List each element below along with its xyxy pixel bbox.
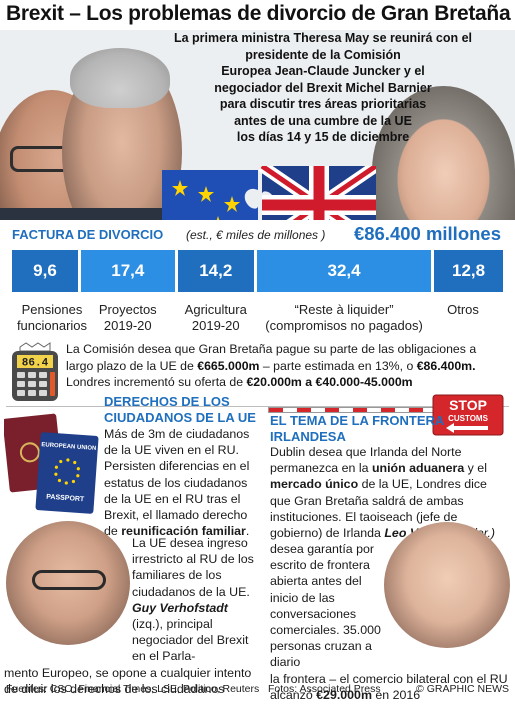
border-text: y el [464,461,487,476]
page-title: Brexit – Los problemas de divorcio de Gr… [6,2,511,25]
footer-photo-credit: Fotos: Associated Press [268,683,381,695]
bar-category-label-line: 2019-20 [191,317,240,333]
bar-category-label: Otros [413,302,513,318]
commission-line: largo plazo de la UE de €665.000m – part… [66,358,511,375]
intro-line: antes de una cumbre de la UE [234,113,412,128]
border-text: Dublin desea que Irlanda del Norte perma… [270,445,462,476]
bar-category-label-line: “Reste à liquider” [294,302,394,317]
section-divider [6,406,509,407]
bar-category-label-line: funcionarios [16,317,88,333]
hero-photo-panel: La primera ministra Theresa May se reuni… [0,30,515,220]
commission-amount: €665.000m [197,358,260,373]
citizens-rights-continuation: La UE desea ingreso irrestricto al RU de… [4,535,262,697]
border-amount: €29.000m [316,687,372,702]
commission-paragraph: La Comisión desea que Gran Bretaña pague… [66,341,511,391]
eu-passport [35,432,99,514]
intro-line: La primera ministra Theresa May se reuni… [173,31,473,62]
customs-label: CUSTOMS [448,414,489,423]
suits [0,208,200,220]
intro-line: Europea Jean-Claude Juncker y el [221,64,425,78]
bar-category-label: Agricultura 2019-20 [166,302,266,333]
barnier-hair [70,48,170,108]
verhofstadt-glasses [32,570,106,590]
border-keyword: unión aduanera [371,461,465,476]
bar-category-label-line: Otros [447,302,479,317]
divorce-bill-total: €86.400 millones [353,223,501,244]
citizens-keyword: reunificación familiar [121,524,246,539]
calculator-icon: 86.4 [12,342,58,401]
bar-category-label-line: Pensiones [21,302,83,317]
citizens-indented-block: La UE desea ingreso irrestricto al RU de… [4,535,262,665]
commission-text: La Comisión desea que Gran Bretaña pague… [66,342,477,356]
citizens-text: . [245,524,250,539]
bar-category-label: Pensiones funcionarios [2,302,102,333]
bar-segment: 9,6 [12,250,78,292]
uk-flag-piece [258,166,376,220]
bar-segment: 17,4 [81,250,175,292]
divorce-bill-heading: FACTURA DE DIVORCIO [12,227,164,242]
passports-illustration: EUROPEAN UNION PASSPORT [4,413,99,514]
bar-segment: 32,4 [256,250,432,292]
bar-category-label: “Reste à liquider” (compromisos no pagado… [264,302,424,333]
divorce-bill-header: FACTURA DE DIVORCIO (est., € miles de mi… [0,222,515,248]
footer: Fuentes: CSO, Financial Times, LSE, Poli… [6,683,509,701]
citizens-text: (izq.), [132,617,163,632]
eu-stars-icon [172,180,240,220]
citizens-text: La UE desea ingreso irrestricto al RU de… [132,536,254,599]
bar-category-label-line: Proyectos [98,302,157,317]
border-keyword: mercado único [270,477,359,492]
divorce-bill-unit-note: (est., € miles de millones ) [186,228,326,242]
arrow-left-icon [446,423,488,433]
intro-line: los días 14 y 15 de diciembre [236,130,410,144]
intro-text: La primera ministra Theresa May se reuni… [158,30,488,146]
commission-line: La Comisión desea que Gran Bretaña pague… [66,341,511,358]
border-text: de la UE, Londres dice que Gran Bretaña … [270,477,487,541]
bar-category-label-line: Agricultura [184,302,247,317]
intro-line: para discutir tres áreas prioritarias [219,97,427,111]
verhofstadt-photo [6,521,130,645]
border-text: la frontera – el comercio bilateral con … [270,671,508,702]
may-hair [372,86,515,220]
commission-text: Londres incrementó su oferta de [66,375,247,389]
bar-category-label-line: 2019-20 [103,317,152,333]
irish-border-continuation: desea garantía por escrito de frontera a… [270,541,510,703]
eu-uk-puzzle-illustration [162,166,376,220]
commission-amount: €86.400m. [416,358,476,373]
calculator-display: 86.4 [22,358,49,370]
bar-segment: 12,8 [434,250,503,292]
commission-line: Londres incrementó su oferta de €20.000m… [66,374,511,391]
citizens-rights-body: Más de 3m de ciudadanos de la UE viven e… [104,426,262,539]
footer-brand: © GRAPHIC NEWS [416,683,509,695]
varadkar-photo [384,522,510,648]
irish-border-heading: EL TEMA DE LA FRONTERA IRLANDESA [270,413,444,444]
verhofstadt-name: Guy Verhofstadt [132,600,228,615]
border-text: en 2016 [371,687,421,702]
irish-border-body: Dublin desea que Irlanda del Norte perma… [270,444,510,541]
stop-label: STOP [449,397,487,413]
stop-customs-sign: STOP CUSTOMS [432,394,504,436]
citizens-text: mento Europeo, se opone a cualquier inte… [4,665,252,696]
citizens-rights-heading: DERECHOS DE LOS CIUDADANOS DE LA UE [104,394,256,425]
commission-text: largo plazo de la UE de [66,358,198,373]
commission-amount: €20.000m a €40.000-45.000m [246,375,413,389]
bar-category-label-line: (compromisos no pagados) [265,317,423,333]
citizens-text: Más de 3m de ciudadanos de la UE viven e… [104,427,250,539]
footer-sources: Fuentes: CSO, Financial Times, LSE, Poli… [6,683,260,695]
passport-union-label: EUROPEAN UNION [41,442,96,452]
passport-label: PASSPORT [46,494,85,504]
border-text: desea garantía por escrito de frontera a… [270,542,381,670]
bar-segment: 14,2 [177,250,254,292]
intro-line: negociador del Brexit Michel Barnier [214,80,432,95]
citizens-text: principal negociador del Brexit en el Pa… [132,617,249,664]
commission-text: – parte estimada en 13%, o [259,358,417,373]
divorce-bill-bar-chart: 9,6 17,4 14,2 32,4 12,8 [12,250,503,292]
bar-category-label: Proyectos 2019-20 [78,302,178,333]
